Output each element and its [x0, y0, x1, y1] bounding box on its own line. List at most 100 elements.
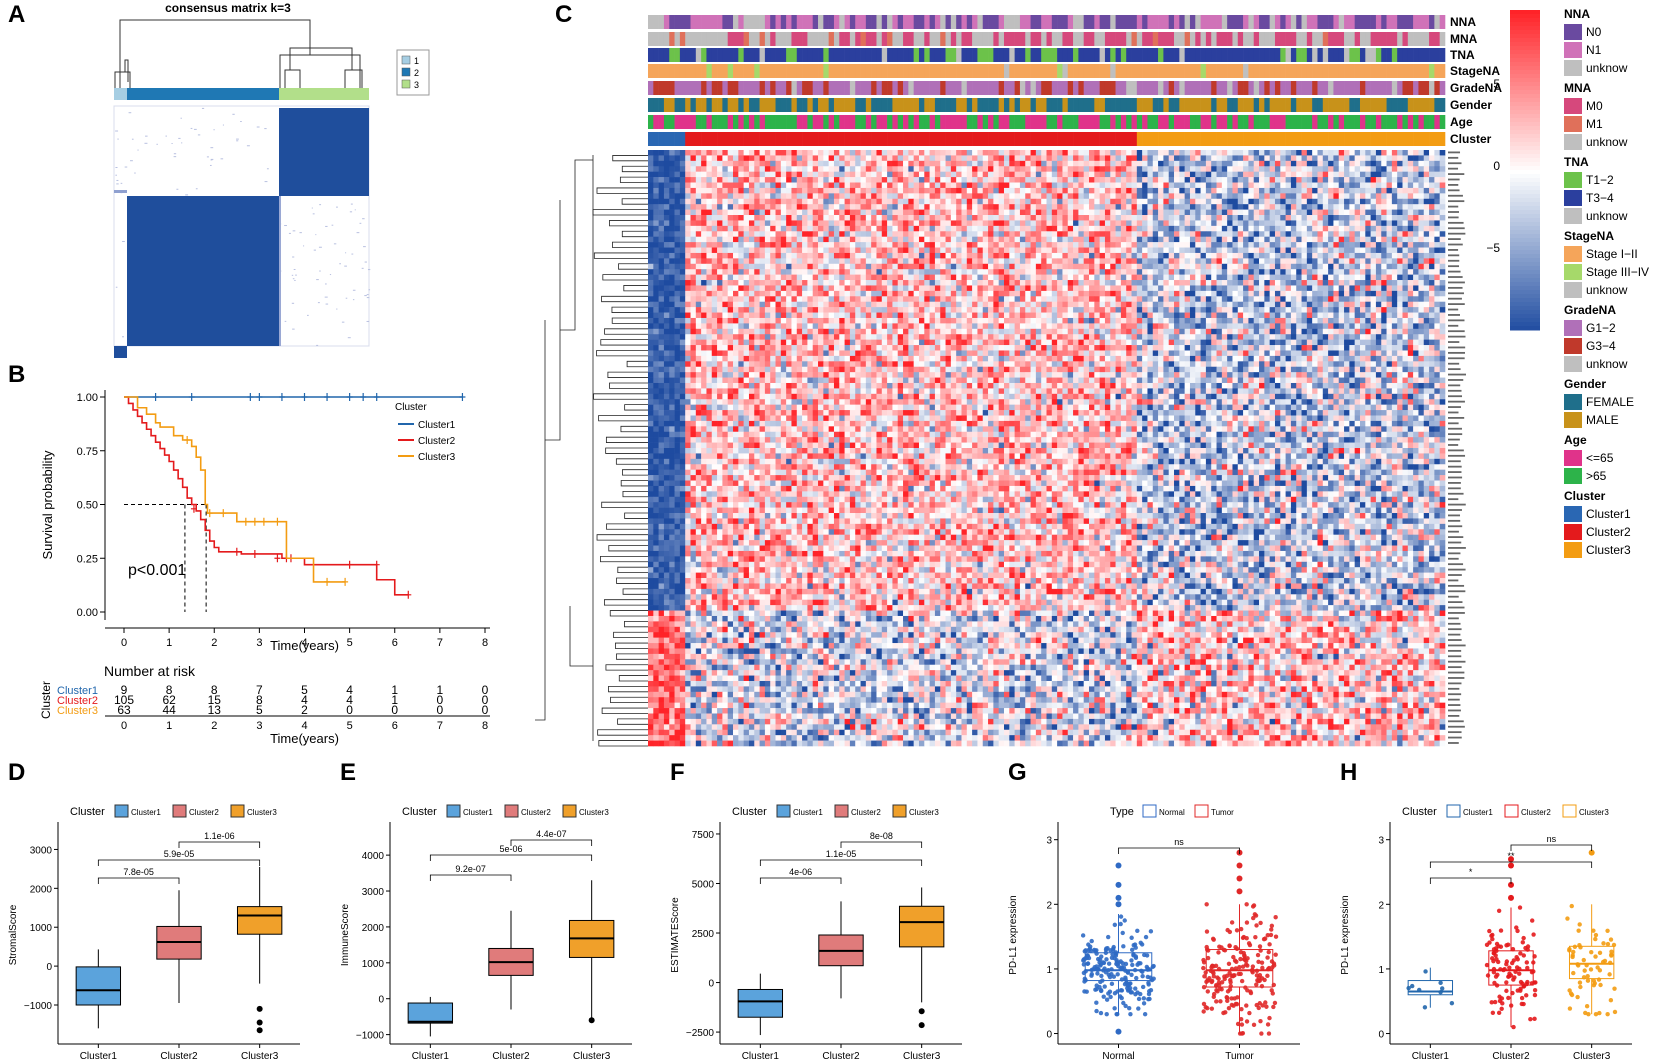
- heatmap-cell: [892, 150, 898, 156]
- annotation-cell: [977, 64, 983, 78]
- annotation-cell: [1041, 81, 1047, 95]
- heatmap-cell: [728, 155, 734, 161]
- annotation-cell: [1408, 15, 1414, 29]
- km-censor-mark: [342, 578, 348, 586]
- annotation-cell: [1328, 115, 1334, 129]
- annotation-cell: [1387, 48, 1393, 62]
- annotation-cell: [961, 81, 967, 95]
- annotation-cell: [1286, 81, 1292, 95]
- annotation-cell: [1365, 98, 1371, 112]
- heatmap-cell: [1238, 150, 1244, 156]
- consensus-speckle: [303, 245, 304, 246]
- heatmap-cell: [1153, 150, 1159, 156]
- consensus-bar-c1: [114, 88, 127, 100]
- annotation-cell: [1429, 32, 1435, 46]
- heatmap-cell: [770, 155, 776, 161]
- annotation-cell: [1371, 32, 1377, 46]
- annotation-cell: [1333, 132, 1339, 146]
- annotation-cell: [1280, 98, 1286, 112]
- annotation-cell: [1110, 32, 1116, 46]
- annotation-cell: [744, 32, 750, 46]
- annotation-cell: [738, 64, 744, 78]
- annotation-cell: [983, 81, 989, 95]
- annotation-cell: [866, 64, 872, 78]
- annotation-cell: [648, 64, 654, 78]
- annotation-cell: [1185, 48, 1191, 62]
- annotation-cell: [738, 98, 744, 112]
- heatmap-cell: [1084, 150, 1090, 156]
- annotation-cell: [802, 15, 808, 29]
- annotation-cell: [839, 64, 845, 78]
- annotation-cell: [1392, 98, 1398, 112]
- annotation-cell: [706, 48, 712, 62]
- annotation-cell: [1062, 48, 1068, 62]
- annotation-cell: [680, 115, 686, 129]
- annotation-cell: [1238, 115, 1244, 129]
- annotation-cell: [1190, 81, 1196, 95]
- km-censor-mark: [256, 393, 262, 401]
- annotation-cell: [659, 64, 665, 78]
- annotation-cell: [1275, 64, 1281, 78]
- panel-letter-g: G: [1008, 759, 1027, 786]
- dendro-branch: [285, 70, 300, 90]
- risk-row-name-cluster3: Cluster3: [57, 705, 98, 717]
- annotation-cell: [802, 48, 808, 62]
- consensus-speckle: [285, 321, 287, 322]
- heatmap-cell: [1286, 150, 1292, 156]
- annotation-cell: [1434, 32, 1440, 46]
- heatmap-cell: [786, 150, 792, 156]
- annotation-cell: [1142, 48, 1148, 62]
- annotation-cell: [861, 81, 867, 95]
- risk-x-tick-label: 3: [256, 720, 262, 732]
- annotation-cell: [956, 98, 962, 112]
- consensus-speckle: [247, 145, 250, 146]
- annotation-cell: [1286, 48, 1292, 62]
- annotation-cell: [749, 32, 755, 46]
- annotation-cell: [1116, 64, 1122, 78]
- annotation-cell: [882, 98, 888, 112]
- annotation-cell: [1360, 81, 1366, 95]
- consensus-speckle: [232, 114, 234, 115]
- annotation-cell: [967, 32, 973, 46]
- consensus-block-c3: [279, 108, 369, 196]
- annotation-cell: [1206, 115, 1212, 129]
- annotation-cell: [1254, 32, 1260, 46]
- km-censor-mark: [405, 591, 411, 599]
- annotation-cell: [1163, 81, 1169, 95]
- annotation-cell: [887, 32, 893, 46]
- annotation-cell: [850, 48, 856, 62]
- annotation-cell: [1036, 81, 1042, 95]
- annotation-cell: [967, 98, 973, 112]
- annotation-cell: [861, 32, 867, 46]
- annotation-cell: [999, 132, 1005, 146]
- annotation-cell: [1206, 15, 1212, 29]
- annotation-cell: [972, 64, 978, 78]
- annotation-cell: [1259, 132, 1265, 146]
- annotation-cell: [1036, 115, 1042, 129]
- consensus-speckle: [365, 262, 367, 263]
- annotation-cell: [1418, 48, 1424, 62]
- annotation-cell: [691, 15, 697, 29]
- annotation-cell: [680, 15, 686, 29]
- annotation-cell: [1397, 132, 1403, 146]
- panel-letter-h: H: [1340, 759, 1357, 786]
- annotation-cell: [876, 15, 882, 29]
- annotation-cell: [1179, 132, 1185, 146]
- annotation-cell: [999, 98, 1005, 112]
- heatmap-cell: [1264, 150, 1270, 156]
- annotation-cell: [722, 48, 728, 62]
- consensus-speckle: [213, 129, 214, 130]
- annotation-cell: [1206, 32, 1212, 46]
- consensus-speckle: [367, 321, 370, 322]
- annotation-cell: [983, 132, 989, 146]
- annotation-cell: [1169, 64, 1175, 78]
- annotation-cell: [1264, 98, 1270, 112]
- annotation-cell: [685, 81, 691, 95]
- annotation-cell: [1185, 32, 1191, 46]
- heatmap-cell: [712, 155, 718, 161]
- annotation-cell: [770, 32, 776, 46]
- annotation-cell: [1089, 115, 1095, 129]
- annotation-cell: [1025, 15, 1031, 29]
- annotation-cell: [845, 15, 851, 29]
- consensus-speckle: [342, 322, 344, 323]
